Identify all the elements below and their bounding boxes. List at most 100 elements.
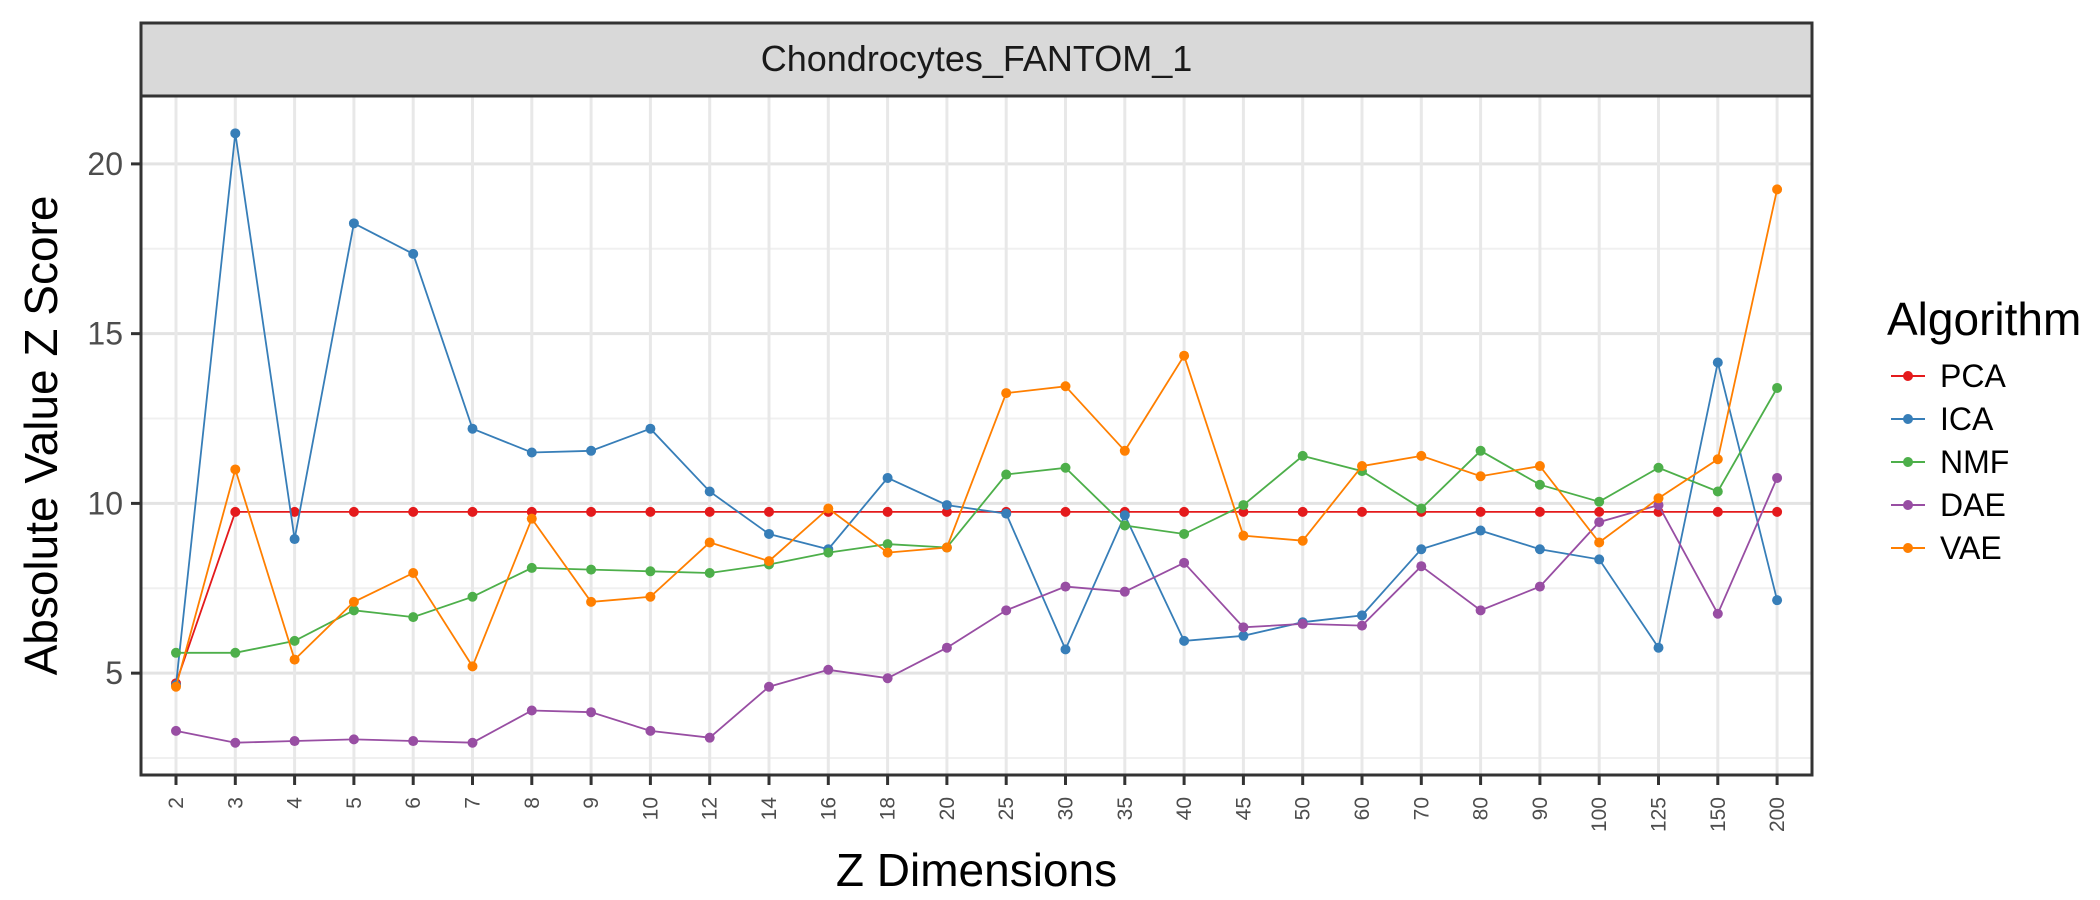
data-point-vae	[1001, 388, 1012, 399]
data-point-ica	[1179, 635, 1190, 646]
x-tick-label: 12	[699, 797, 722, 820]
legend-item-nmf: NMF	[1891, 444, 2009, 480]
x-tick-label: 125	[1648, 797, 1671, 832]
x-tick-label: 10	[639, 797, 662, 820]
x-tick-label: 20	[936, 797, 959, 820]
legend-key-point	[1903, 414, 1913, 424]
x-tick-label: 200	[1766, 797, 1789, 832]
data-point-nmf	[645, 566, 656, 577]
data-point-dae	[764, 681, 774, 692]
data-point-dae	[1357, 620, 1367, 631]
legend-key-point	[1903, 543, 1913, 553]
data-point-vae	[230, 464, 241, 475]
data-point-nmf	[1594, 496, 1605, 507]
data-point-pca	[586, 506, 597, 517]
data-point-vae	[408, 567, 419, 578]
data-point-nmf	[1297, 450, 1308, 461]
data-point-nmf	[348, 605, 359, 616]
data-point-pca	[1179, 506, 1190, 517]
data-point-vae	[1060, 381, 1071, 392]
data-point-dae	[526, 705, 537, 716]
x-tick-label: 14	[758, 797, 781, 821]
data-point-ica	[1238, 630, 1249, 641]
data-point-pca	[408, 506, 419, 517]
data-point-nmf	[1712, 486, 1723, 497]
data-point-ica	[1357, 610, 1367, 621]
x-tick-label: 35	[1114, 797, 1137, 820]
x-tick-label: 2	[165, 797, 188, 809]
data-point-nmf	[1475, 445, 1486, 456]
data-point-ica	[1475, 525, 1486, 536]
data-point-dae	[882, 673, 893, 684]
data-point-dae	[1119, 586, 1130, 597]
data-point-dae	[1712, 608, 1723, 619]
data-point-ica	[1119, 510, 1130, 521]
data-point-dae	[1060, 581, 1071, 592]
data-point-ica	[764, 528, 774, 539]
data-point-nmf	[289, 635, 300, 646]
data-point-vae	[1179, 350, 1190, 361]
data-point-dae	[941, 642, 952, 653]
series-vae	[171, 184, 1783, 692]
data-point-dae	[704, 732, 715, 743]
data-point-vae	[1238, 530, 1249, 541]
data-point-ica	[230, 128, 241, 139]
series-line-vae	[175, 189, 1778, 687]
data-point-pca	[882, 506, 893, 517]
data-point-ica	[941, 500, 952, 511]
x-tick-label: 45	[1232, 797, 1255, 820]
plot-panel	[141, 96, 1812, 775]
y-tick-label: 15	[87, 316, 123, 352]
y-axis: 5 10 15 20	[87, 146, 141, 691]
data-point-ica	[1594, 554, 1605, 565]
data-point-dae	[467, 737, 478, 748]
data-point-pca	[1534, 506, 1545, 517]
data-point-dae	[1416, 561, 1427, 572]
data-point-dae	[1238, 622, 1249, 633]
facet-strip: Chondrocytes_FANTOM_1	[139, 21, 1814, 98]
legend-item-dae: DAE	[1891, 487, 2006, 523]
legend-item-pca: PCA	[1891, 358, 2006, 394]
x-tick-label: 50	[1292, 797, 1315, 820]
series-layer	[171, 128, 1783, 748]
plot-background	[141, 96, 1812, 775]
strip-background	[139, 21, 1814, 98]
x-tick-label: 40	[1173, 797, 1196, 820]
data-point-nmf	[1534, 479, 1545, 490]
data-point-vae	[882, 547, 893, 558]
data-point-vae	[1772, 184, 1783, 195]
legend-label: PCA	[1940, 358, 2006, 394]
legend-key-point	[1903, 457, 1913, 467]
data-point-dae	[823, 664, 834, 675]
data-point-pca	[1060, 506, 1071, 517]
series-line-dae	[175, 477, 1778, 744]
x-axis-title: Z Dimensions	[836, 844, 1117, 896]
data-point-ica	[1653, 642, 1664, 653]
data-point-vae	[467, 661, 478, 672]
data-point-nmf	[1653, 462, 1664, 473]
data-point-dae	[1179, 557, 1190, 568]
x-tick-label: 150	[1707, 797, 1730, 832]
data-point-pca	[1297, 506, 1308, 517]
data-point-ica	[704, 486, 715, 497]
legend-item-ica: ICA	[1891, 401, 1994, 437]
data-point-nmf	[230, 647, 241, 658]
series-line-ica	[175, 133, 1778, 686]
data-point-nmf	[1179, 528, 1190, 539]
data-point-nmf	[586, 564, 597, 575]
data-point-pca	[1357, 506, 1367, 517]
data-point-pca	[1475, 506, 1486, 517]
data-point-ica	[348, 218, 359, 229]
data-point-dae	[230, 737, 241, 748]
data-point-ica	[1772, 595, 1783, 606]
data-point-vae	[1594, 537, 1605, 548]
data-point-ica	[467, 423, 478, 434]
series-ica	[171, 128, 1783, 691]
y-axis-title: Absolute Value Z Score	[15, 196, 67, 676]
data-point-dae	[408, 736, 419, 747]
data-point-pca	[1772, 506, 1783, 517]
data-point-vae	[1357, 461, 1367, 472]
legend-label: VAE	[1940, 530, 2002, 566]
data-point-ica	[882, 472, 893, 483]
y-tick-label: 20	[87, 146, 123, 182]
